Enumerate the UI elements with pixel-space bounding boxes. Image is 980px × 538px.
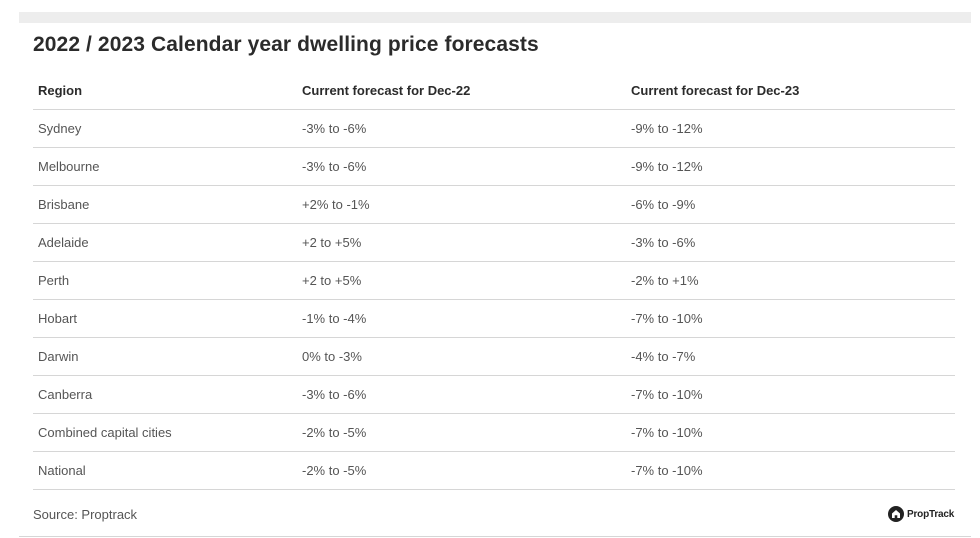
table-row: Combined capital cities -2% to -5% -7% t…	[33, 413, 955, 452]
column-header-dec-23: Current forecast for Dec-23	[626, 72, 955, 110]
dec-23-forecast-cell: -7% to -10%	[626, 413, 955, 452]
table-row: Darwin 0% to -3% -4% to -7%	[33, 337, 955, 376]
dec-22-forecast-cell: -1% to -4%	[297, 299, 626, 338]
region-cell: National	[33, 451, 297, 490]
region-cell: Canberra	[33, 375, 297, 414]
top-divider-bar	[19, 12, 971, 23]
dec-23-forecast-cell: -9% to -12%	[626, 147, 955, 186]
table-row: Brisbane +2% to -1% -6% to -9%	[33, 185, 955, 224]
dec-22-forecast-cell: +2 to +5%	[297, 261, 626, 300]
dec-22-forecast-cell: -2% to -5%	[297, 451, 626, 490]
region-cell: Sydney	[33, 109, 297, 148]
region-cell: Brisbane	[33, 185, 297, 224]
table-row: Perth +2 to +5% -2% to +1%	[33, 261, 955, 300]
dec-22-forecast-cell: +2% to -1%	[297, 185, 626, 224]
dec-23-forecast-cell: -7% to -10%	[626, 451, 955, 490]
region-cell: Adelaide	[33, 223, 297, 262]
dec-23-forecast-cell: -9% to -12%	[626, 109, 955, 148]
dec-22-forecast-cell: -3% to -6%	[297, 375, 626, 414]
table-header-row: Region Current forecast for Dec-22 Curre…	[33, 72, 955, 110]
dec-23-forecast-cell: -7% to -10%	[626, 299, 955, 338]
region-cell: Perth	[33, 261, 297, 300]
region-cell: Combined capital cities	[33, 413, 297, 452]
dec-23-forecast-cell: -7% to -10%	[626, 375, 955, 414]
proptrack-logo: PropTrack	[888, 505, 954, 523]
column-header-region: Region	[33, 72, 297, 110]
table-row: Canberra -3% to -6% -7% to -10%	[33, 375, 955, 414]
proptrack-logo-text: PropTrack	[907, 508, 955, 520]
region-cell: Melbourne	[33, 147, 297, 186]
dec-22-forecast-cell: -3% to -6%	[297, 147, 626, 186]
table-row: National -2% to -5% -7% to -10%	[33, 451, 955, 490]
page-title: 2022 / 2023 Calendar year dwelling price…	[33, 33, 539, 56]
dec-23-forecast-cell: -2% to +1%	[626, 261, 955, 300]
region-cell: Darwin	[33, 337, 297, 376]
bottom-divider	[19, 536, 971, 537]
dec-22-forecast-cell: +2 to +5%	[297, 223, 626, 262]
dec-22-forecast-cell: 0% to -3%	[297, 337, 626, 376]
column-header-dec-22: Current forecast for Dec-22	[297, 72, 626, 110]
proptrack-house-icon	[888, 506, 904, 522]
source-note: Source: Proptrack	[33, 507, 138, 522]
dec-22-forecast-cell: -2% to -5%	[297, 413, 626, 452]
table-row: Hobart -1% to -4% -7% to -10%	[33, 299, 955, 338]
dec-23-forecast-cell: -6% to -9%	[626, 185, 955, 224]
table-row: Adelaide +2 to +5% -3% to -6%	[33, 223, 955, 262]
dec-23-forecast-cell: -4% to -7%	[626, 337, 955, 376]
forecast-table: Region Current forecast for Dec-22 Curre…	[33, 72, 955, 490]
dec-22-forecast-cell: -3% to -6%	[297, 109, 626, 148]
table-row: Sydney -3% to -6% -9% to -12%	[33, 109, 955, 148]
table-row: Melbourne -3% to -6% -9% to -12%	[33, 147, 955, 186]
region-cell: Hobart	[33, 299, 297, 338]
dec-23-forecast-cell: -3% to -6%	[626, 223, 955, 262]
